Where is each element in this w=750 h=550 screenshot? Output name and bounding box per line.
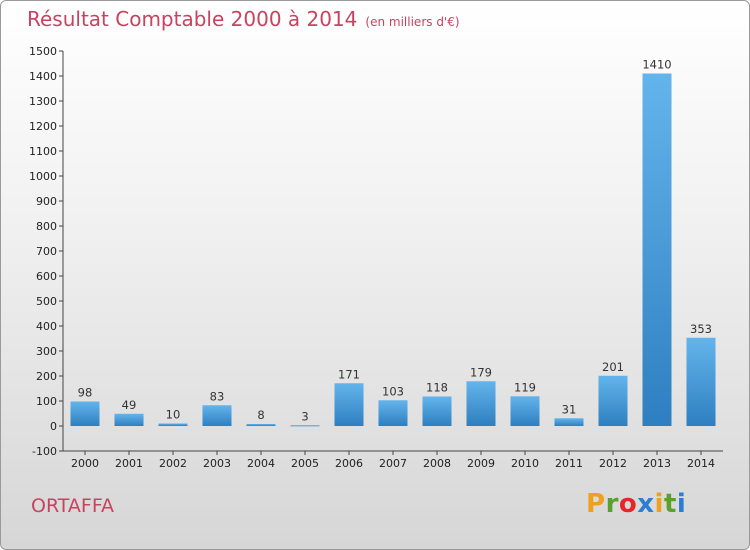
bar-2013 xyxy=(642,73,672,426)
y-tick-label: 100 xyxy=(36,395,57,408)
y-tick-label: 900 xyxy=(36,195,57,208)
value-label: 31 xyxy=(562,402,577,416)
y-tick-label: 1000 xyxy=(29,170,57,183)
y-tick-label: 0 xyxy=(50,420,57,433)
bar-2009 xyxy=(466,381,496,426)
logo-letter: o xyxy=(618,489,638,519)
value-label: 201 xyxy=(602,360,624,374)
value-label: 118 xyxy=(426,381,448,395)
bar-2002 xyxy=(158,423,188,426)
logo-letter: i xyxy=(676,489,687,519)
bar-2011 xyxy=(554,418,584,426)
proxiti-logo: Proxiti xyxy=(586,489,686,519)
logo-letter: r xyxy=(605,489,619,519)
x-tick-label: 2000 xyxy=(71,457,99,470)
y-tick-label: 800 xyxy=(36,220,57,233)
value-label: 49 xyxy=(122,398,137,412)
x-tick-label: 2010 xyxy=(511,457,539,470)
y-tick-label: 1400 xyxy=(29,70,57,83)
x-tick-label: 2012 xyxy=(599,457,627,470)
bar-2012 xyxy=(598,375,628,426)
logo-letter: P xyxy=(586,489,606,519)
x-tick-label: 2003 xyxy=(203,457,231,470)
x-tick-label: 2002 xyxy=(159,457,187,470)
value-label: 179 xyxy=(470,365,492,379)
chart-subtitle: (en milliers d'€) xyxy=(365,15,460,29)
x-tick-label: 2001 xyxy=(115,457,143,470)
bar-2003 xyxy=(202,405,232,426)
bars xyxy=(70,73,716,427)
x-tick-label: 2014 xyxy=(687,457,715,470)
y-tick-label: 300 xyxy=(36,345,57,358)
x-tick-label: 2011 xyxy=(555,457,583,470)
bar-2001 xyxy=(114,413,144,426)
value-label: 98 xyxy=(78,386,93,400)
y-tick-label: 1500 xyxy=(29,45,57,58)
bar-2008 xyxy=(422,396,452,426)
commune-name: ORTAFFA xyxy=(31,495,115,517)
value-label: 8 xyxy=(257,408,264,422)
y-tick-label: -100 xyxy=(32,445,57,458)
y-tick-label: 1200 xyxy=(29,120,57,133)
x-tick-label: 2005 xyxy=(291,457,319,470)
x-tick-label: 2006 xyxy=(335,457,363,470)
bar-2005 xyxy=(290,425,320,427)
y-tick-label: 400 xyxy=(36,320,57,333)
axes: -100 0 100 200 300 400 500 600 700 800 900 1000 1100… xyxy=(29,45,723,470)
y-tick-label: 700 xyxy=(36,245,57,258)
bar-2004 xyxy=(246,424,276,426)
value-label: 3 xyxy=(301,409,308,423)
bar-2007 xyxy=(378,400,408,426)
logo-letter: x xyxy=(637,489,655,519)
logo-letter: t xyxy=(663,489,677,519)
value-label: 1410 xyxy=(642,58,671,72)
value-label: 353 xyxy=(690,322,712,336)
x-tick-label: 2009 xyxy=(467,457,495,470)
bar-2010 xyxy=(510,396,540,426)
bar-2014 xyxy=(686,337,716,426)
y-tick-label: 1300 xyxy=(29,95,57,108)
y-tick-label: 600 xyxy=(36,270,57,283)
value-label: 119 xyxy=(514,380,536,394)
y-tick-label: 1100 xyxy=(29,145,57,158)
value-label: 103 xyxy=(382,384,404,398)
x-tick-label: 2007 xyxy=(379,457,407,470)
y-tick-label: 200 xyxy=(36,370,57,383)
chart-title: Résultat Comptable 2000 à 2014 (en millie… xyxy=(27,7,460,31)
value-label: 10 xyxy=(166,408,181,422)
bar-2000 xyxy=(70,401,100,426)
x-tick-label: 2004 xyxy=(247,457,275,470)
x-tick-label: 2013 xyxy=(643,457,671,470)
y-tick-label: 500 xyxy=(36,295,57,308)
value-label: 171 xyxy=(338,367,360,381)
value-label: 83 xyxy=(210,389,225,403)
x-tick-label: 2008 xyxy=(423,457,451,470)
chart-title-text: Résultat Comptable 2000 à 2014 xyxy=(27,7,358,31)
bar-2006 xyxy=(334,383,364,426)
logo-letter: i xyxy=(654,489,664,519)
